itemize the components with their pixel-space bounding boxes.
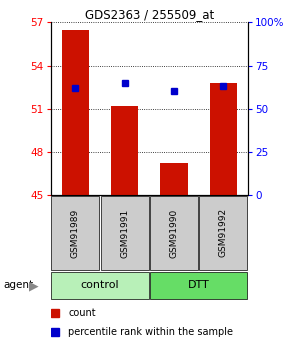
Text: GSM91990: GSM91990 bbox=[169, 208, 179, 257]
Text: GSM91991: GSM91991 bbox=[120, 208, 129, 257]
Bar bbox=[150, 272, 247, 299]
Title: GDS2363 / 255509_at: GDS2363 / 255509_at bbox=[85, 8, 214, 21]
Bar bbox=[101, 196, 148, 270]
Bar bbox=[200, 196, 247, 270]
Text: percentile rank within the sample: percentile rank within the sample bbox=[68, 327, 233, 337]
Bar bbox=[52, 272, 148, 299]
Text: ▶: ▶ bbox=[28, 279, 38, 292]
Text: agent: agent bbox=[3, 280, 33, 290]
Bar bbox=[62, 30, 89, 195]
Text: GSM91992: GSM91992 bbox=[219, 208, 228, 257]
Text: count: count bbox=[68, 308, 96, 318]
Bar bbox=[111, 106, 138, 195]
Text: control: control bbox=[81, 280, 119, 290]
Text: DTT: DTT bbox=[188, 280, 209, 290]
Bar bbox=[150, 196, 198, 270]
Bar bbox=[210, 83, 237, 195]
Text: GSM91989: GSM91989 bbox=[71, 208, 80, 257]
Bar bbox=[160, 163, 188, 195]
Bar bbox=[52, 196, 99, 270]
